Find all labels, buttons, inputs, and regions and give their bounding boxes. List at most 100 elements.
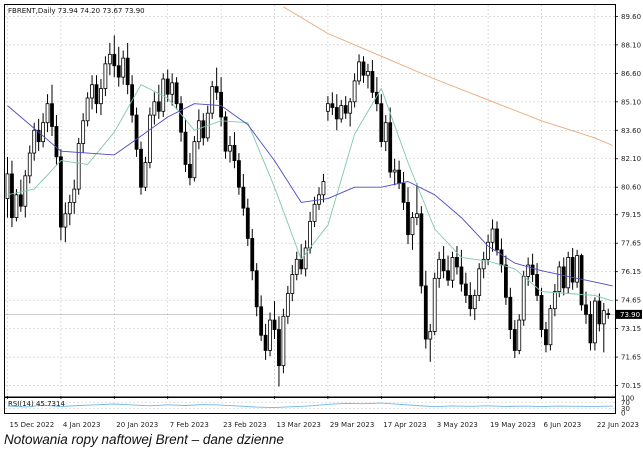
x-tick-label: 15 Dec 2022 — [10, 421, 55, 429]
candle-body-down — [299, 258, 304, 270]
candle — [219, 77, 224, 127]
candle — [392, 158, 397, 186]
candle — [321, 173, 326, 203]
y-tick-label: 74.65 — [621, 297, 641, 305]
candle-body-down — [250, 238, 255, 272]
candle-body-up — [268, 319, 272, 351]
y-tick-label: 83.60 — [621, 127, 641, 135]
candle-body-up — [290, 274, 295, 294]
candle — [81, 113, 86, 154]
candle — [196, 109, 201, 150]
candle — [223, 111, 228, 159]
candle-body-up — [107, 53, 112, 65]
price-axis: 89.60 88.10 86.60 85.10 83.60 82.10 80.60 79.15… — [615, 13, 641, 390]
candle-body-up — [281, 315, 286, 367]
rsi-line-layer — [7, 402, 613, 409]
candle-body-down — [236, 160, 241, 188]
y-tick-label: 76.15 — [621, 268, 641, 276]
candle-body-up — [32, 129, 37, 154]
candle-body-down — [544, 329, 548, 346]
symbol-header: FBRENT,Daily 73.94 74.20 73.67 73.90 — [8, 7, 145, 15]
y-tick-label: 71.65 — [621, 354, 641, 362]
candle — [139, 141, 143, 195]
candle-body-down — [539, 295, 544, 330]
candle — [192, 135, 197, 182]
candle — [32, 122, 37, 161]
rsi-tick-label: 30 — [621, 405, 630, 413]
candle-body-down — [459, 266, 464, 285]
candle — [134, 107, 139, 157]
candle — [254, 263, 259, 317]
candle — [379, 94, 384, 148]
candle-body-down — [397, 169, 402, 184]
candle-body-down — [241, 186, 246, 209]
candle-body-up — [450, 257, 455, 281]
candle-body-down — [272, 319, 277, 330]
candle-body-up — [67, 201, 72, 215]
candle — [67, 194, 72, 226]
candle — [388, 107, 393, 178]
candle-body-up — [210, 86, 215, 114]
x-tick-label: 23 Feb 2023 — [223, 421, 267, 429]
candle — [259, 295, 264, 341]
candle-body-down — [455, 257, 459, 268]
candle — [90, 75, 94, 110]
candle-body-up — [366, 71, 370, 76]
candle-body-down — [495, 228, 499, 251]
candle — [352, 73, 357, 108]
candle — [303, 240, 308, 277]
candle-body-up — [486, 241, 491, 260]
candle-body-up — [432, 277, 437, 332]
candle — [250, 228, 255, 281]
rsi-label: RSI(14) 45.7314 — [8, 400, 65, 408]
candle — [441, 246, 446, 279]
candle-body-down — [561, 266, 566, 289]
candle-body-down — [330, 103, 335, 108]
candle-body-down — [183, 131, 188, 165]
candle-body-up — [152, 101, 157, 116]
candle — [472, 289, 477, 321]
candle — [183, 118, 188, 173]
candle-body-up — [352, 80, 357, 103]
candle — [401, 172, 406, 210]
candle-body-down — [535, 274, 539, 296]
candle — [241, 173, 246, 216]
candle — [446, 255, 450, 286]
candle-body-up — [72, 188, 77, 203]
candle — [570, 247, 575, 290]
candle-body-down — [219, 91, 224, 118]
ma-slow-line — [7, 103, 613, 287]
candle-body-up — [481, 258, 486, 270]
candle-body-down — [584, 304, 588, 315]
candle — [539, 287, 544, 338]
candle-body-up — [99, 88, 103, 105]
candle — [503, 255, 508, 305]
candle-body-down — [579, 255, 584, 306]
candle-body-down — [606, 313, 611, 316]
candle-body-up — [357, 61, 361, 82]
candle-body-down — [201, 120, 206, 139]
candle — [588, 301, 593, 351]
y-tick-label: 70.15 — [621, 382, 641, 390]
candle — [566, 251, 571, 294]
candle — [290, 265, 295, 302]
candle — [477, 263, 482, 302]
candle — [143, 156, 148, 192]
candle — [281, 308, 286, 374]
candle-body-up — [437, 258, 442, 279]
candle-body-down — [277, 329, 281, 367]
candle — [121, 50, 126, 85]
candle-body-up — [548, 308, 553, 346]
candle-body-up — [490, 228, 495, 243]
chart-caption: Notowania ropy naftowej Brent – dane dzi… — [4, 432, 284, 447]
candle-body-up — [170, 82, 175, 95]
rsi-tick-label: 0 — [621, 410, 625, 418]
candle — [339, 99, 344, 123]
rsi-line — [7, 402, 613, 409]
candle-body-up — [14, 194, 19, 218]
candle — [152, 92, 157, 125]
candle-body-up — [472, 295, 477, 310]
candle-body-down — [419, 213, 424, 287]
y-tick-label: 82.10 — [621, 155, 641, 163]
candle-body-up — [477, 268, 482, 296]
